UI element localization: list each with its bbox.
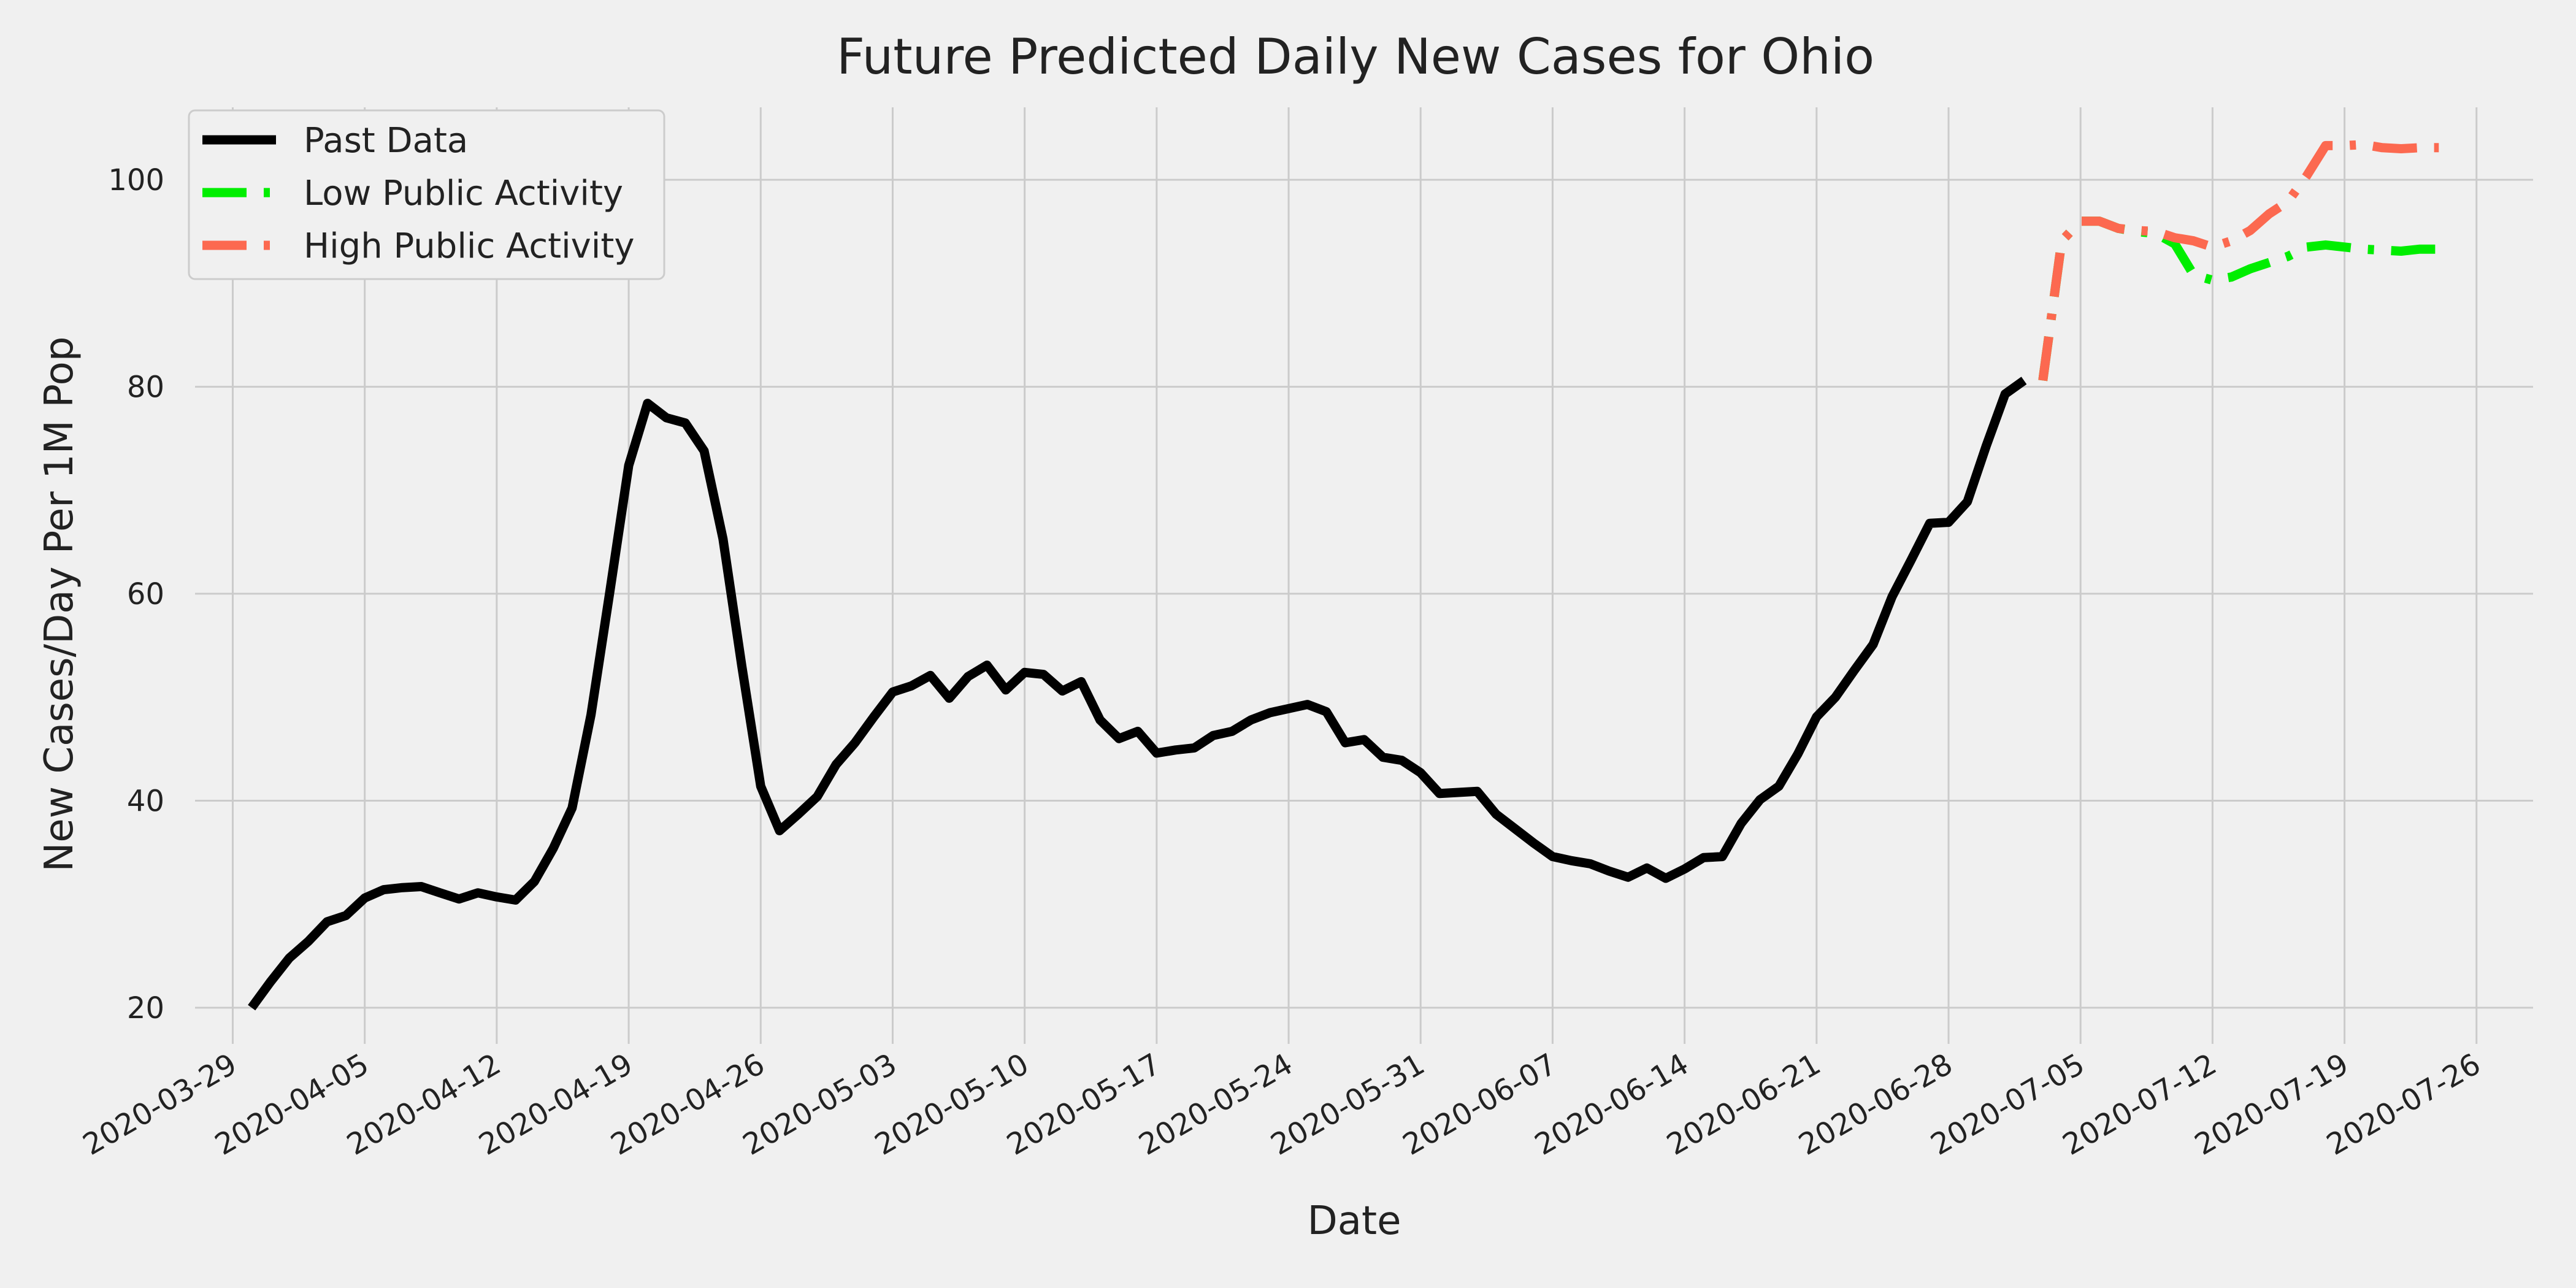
legend-label: High Public Activity bbox=[304, 226, 634, 266]
legend-box bbox=[188, 109, 665, 280]
series-line-past-data bbox=[248, 377, 2027, 1011]
y-axis-ticks: 20 40 60 80 100 bbox=[108, 163, 164, 1025]
y-axis-label: New Cases/Day Per 1M Pop bbox=[37, 337, 82, 872]
y-tick-label: 100 bbox=[108, 163, 164, 197]
y-tick-label: 20 bbox=[127, 991, 164, 1025]
chart-title: Future Predicted Daily New Cases for Ohi… bbox=[837, 28, 1874, 85]
legend-label: Low Public Activity bbox=[304, 174, 623, 213]
legend-label: Past Data bbox=[304, 121, 468, 161]
x-axis-label: Date bbox=[1308, 1198, 1401, 1244]
series-group bbox=[248, 140, 2439, 1011]
y-tick-label: 80 bbox=[127, 370, 164, 405]
legend: Past Data Low Public Activity High Public … bbox=[188, 109, 665, 280]
y-tick-label: 60 bbox=[127, 577, 164, 611]
y-tick-label: 40 bbox=[127, 784, 164, 818]
series-line-high-public-activity bbox=[2038, 140, 2439, 381]
